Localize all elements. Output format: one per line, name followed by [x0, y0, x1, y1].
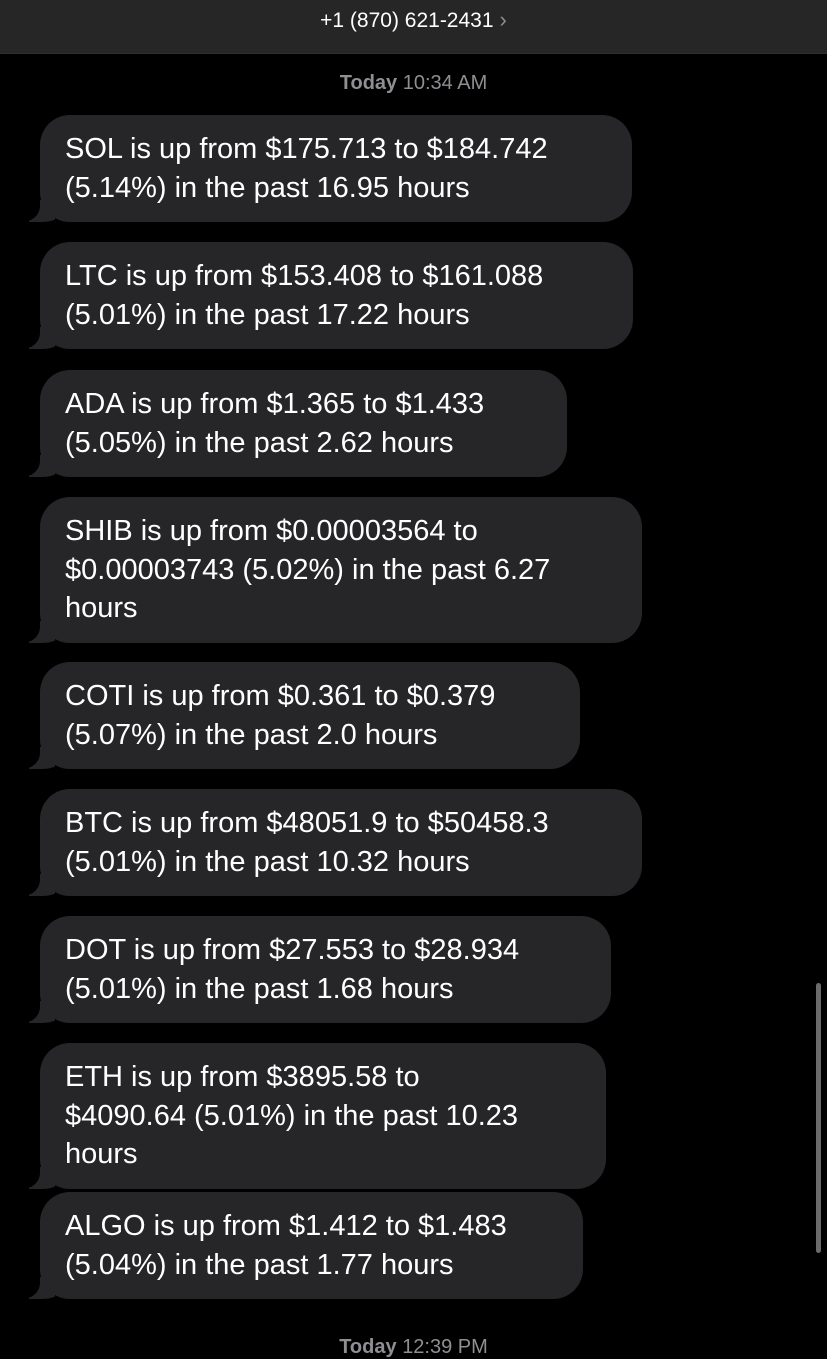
bubble-tail	[29, 455, 55, 477]
contact-number: +1 (870) 621-2431	[320, 9, 494, 32]
message-line: SOL is up from $175.713 to $184.742	[65, 133, 548, 165]
message-bubble[interactable]: COTI is up from $0.361 to $0.379 (5.07%)…	[29, 662, 580, 769]
message-line: SHIB is up from $0.00003564 to	[65, 515, 478, 547]
message-line: (5.04%) in the past 1.77 hours	[65, 1248, 454, 1281]
timestamp-time: 10:34 AM	[402, 72, 488, 94]
message-bubble[interactable]: LTC is up from $153.408 to $161.088 (5.0…	[29, 242, 633, 349]
message-bubble[interactable]: ALGO is up from $1.412 to $1.483 (5.04%)…	[29, 1192, 583, 1299]
message-line: (5.01%) in the past 17.22 hours	[65, 298, 470, 331]
message-bubble[interactable]: DOT is up from $27.553 to $28.934 (5.01%…	[29, 916, 611, 1023]
bubble-tail	[29, 1001, 55, 1023]
bubble-tail	[29, 1277, 55, 1299]
message-line: (5.05%) in the past 2.62 hours	[65, 426, 454, 459]
message-timestamp: Today 12:39 PM	[0, 1335, 827, 1359]
message-line: COTI is up from $0.361 to $0.379	[65, 680, 496, 712]
contact-name-button[interactable]: +1 (870) 621-2431 ›	[0, 7, 827, 34]
message-bubble[interactable]: BTC is up from $48051.9 to $50458.3 (5.0…	[29, 789, 642, 896]
message-line: ALGO is up from $1.412 to $1.483	[65, 1210, 507, 1242]
message-line: $4090.64 (5.01%) in the past 10.23	[65, 1099, 519, 1132]
message-line: (5.07%) in the past 2.0 hours	[65, 718, 438, 751]
bubble-tail	[29, 874, 55, 896]
message-bubble[interactable]: ADA is up from $1.365 to $1.433 (5.05%) …	[29, 370, 567, 477]
message-line: (5.14%) in the past 16.95 hours	[65, 171, 470, 204]
message-bubble[interactable]: ETH is up from $3895.58 to $4090.64 (5.0…	[29, 1043, 606, 1189]
message-line: $0.00003743 (5.02%) in the past 6.27	[65, 553, 551, 586]
message-line: hours	[65, 1138, 138, 1170]
chevron-right-icon: ›	[499, 7, 507, 32]
message-bubble[interactable]: SOL is up from $175.713 to $184.742 (5.1…	[29, 115, 632, 222]
bubble-tail	[29, 1166, 55, 1189]
bubble-tail	[29, 200, 55, 222]
message-line: hours	[65, 592, 138, 624]
timestamp-day: Today	[339, 1336, 397, 1358]
message-line: DOT is up from $27.553 to $28.934	[65, 934, 520, 966]
scrollbar[interactable]	[816, 983, 821, 1253]
message-timestamp: Today 10:34 AM	[0, 71, 827, 95]
message-line: BTC is up from $48051.9 to $50458.3	[65, 807, 549, 839]
message-line: (5.01%) in the past 10.32 hours	[65, 845, 470, 878]
bubble-tail	[29, 747, 55, 769]
message-line: ADA is up from $1.365 to $1.433	[65, 388, 485, 420]
message-line: LTC is up from $153.408 to $161.088	[65, 260, 544, 292]
timestamp-day: Today	[339, 72, 398, 94]
bubble-tail	[29, 327, 55, 349]
message-line: (5.01%) in the past 1.68 hours	[65, 972, 454, 1005]
message-bubble[interactable]: SHIB is up from $0.00003564 to $0.000037…	[29, 497, 642, 643]
bubble-tail	[29, 620, 55, 643]
conversation-header: +1 (870) 621-2431 ›	[0, 0, 827, 54]
message-line: ETH is up from $3895.58 to	[65, 1061, 420, 1093]
timestamp-time: 12:39 PM	[402, 1336, 488, 1358]
